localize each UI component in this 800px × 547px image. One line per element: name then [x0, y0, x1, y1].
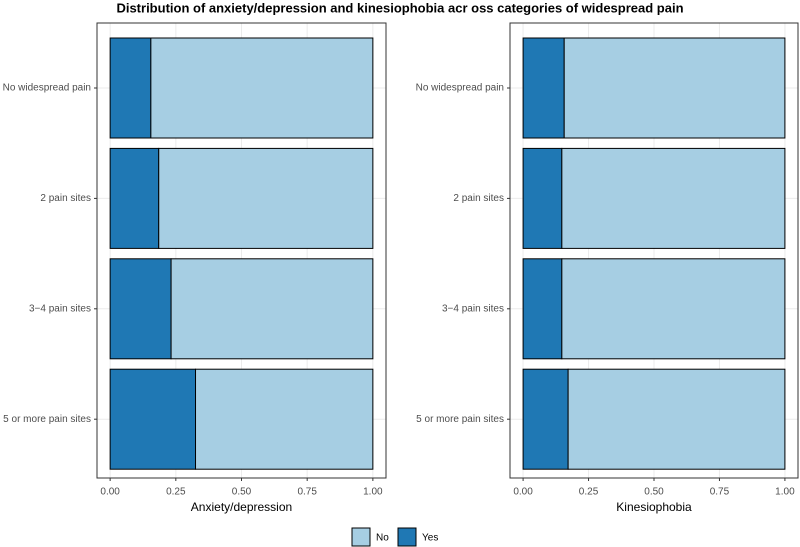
x-tick-label: 0.50	[232, 487, 252, 498]
legend-label: No	[376, 533, 389, 544]
x-axis-label: Kinesiophobia	[616, 500, 692, 514]
bar	[522, 258, 563, 360]
bar	[561, 258, 786, 360]
x-tick-label: 0.50	[644, 487, 664, 498]
y-tick-label: No widespread pain	[3, 83, 91, 94]
bar	[170, 258, 374, 360]
y-tick-label: 2 pain sites	[40, 193, 91, 204]
x-tick-label: 0.00	[513, 487, 533, 498]
legend-swatch	[351, 527, 371, 547]
y-tick-label: 5 or more pain sites	[3, 414, 91, 425]
bar	[563, 37, 786, 139]
chart-title: Distribution of anxiety/depression and k…	[116, 0, 683, 15]
bar	[109, 147, 160, 249]
panel-border	[509, 22, 799, 479]
bar	[158, 147, 374, 249]
x-tick-label: 0.75	[297, 487, 317, 498]
legend-label: Yes	[422, 533, 438, 544]
x-tick-label: 0.25	[579, 487, 599, 498]
bar	[561, 147, 786, 249]
bar	[522, 37, 565, 139]
x-tick-label: 1.00	[775, 487, 795, 498]
y-tick-label: 3−4 pain sites	[29, 303, 91, 314]
bar	[522, 147, 563, 249]
legend-swatch	[397, 527, 417, 547]
x-tick-label: 0.75	[710, 487, 730, 498]
bar	[522, 368, 569, 470]
y-tick-label: 2 pain sites	[453, 193, 504, 204]
bar	[567, 368, 786, 470]
x-tick-label: 0.25	[166, 487, 186, 498]
y-tick-label: No widespread pain	[416, 83, 504, 94]
bar	[109, 368, 197, 470]
bar	[195, 368, 374, 470]
bar	[109, 37, 152, 139]
panel-border	[96, 22, 387, 479]
bar	[150, 37, 374, 139]
y-tick-label: 3−4 pain sites	[442, 303, 504, 314]
x-axis-label: Anxiety/depression	[191, 500, 292, 514]
x-tick-label: 1.00	[363, 487, 383, 498]
bar	[109, 258, 172, 360]
x-tick-label: 0.00	[100, 487, 120, 498]
y-tick-label: 5 or more pain sites	[416, 414, 504, 425]
